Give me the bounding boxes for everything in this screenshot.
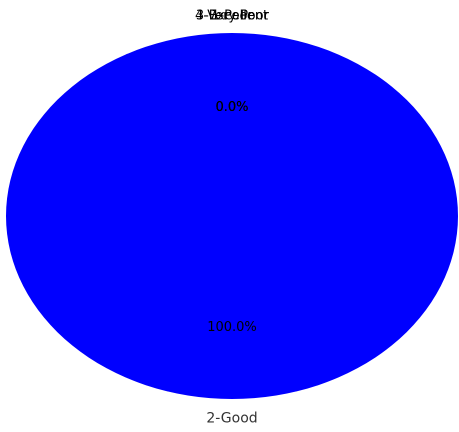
slice-percent-label: 0.0% bbox=[215, 100, 248, 115]
slice-percent-label: 100.0% bbox=[207, 320, 257, 335]
slice-category-label: 1-Poor bbox=[211, 9, 253, 24]
pie-slice-2-good bbox=[6, 33, 458, 399]
slice-category-label: 2-Good bbox=[206, 410, 257, 426]
pie-slices bbox=[6, 33, 458, 399]
